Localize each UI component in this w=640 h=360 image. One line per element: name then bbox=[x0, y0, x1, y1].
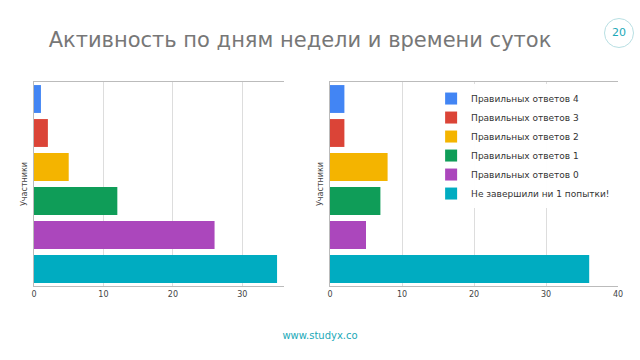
svg-text:20: 20 bbox=[168, 290, 178, 299]
svg-text:10: 10 bbox=[397, 290, 407, 299]
svg-text:Правильных ответов 0: Правильных ответов 0 bbox=[471, 170, 579, 180]
svg-text:Участники: Участники bbox=[20, 162, 29, 206]
svg-text:30: 30 bbox=[237, 290, 247, 299]
svg-text:Правильных ответов 1: Правильных ответов 1 bbox=[471, 151, 579, 161]
svg-text:Не завершили ни 1 попытки!: Не завершили ни 1 попытки! bbox=[471, 189, 609, 199]
html-text:www.studyx.co: www.studyx.co bbox=[282, 330, 358, 341]
html-text:20: 20 bbox=[612, 26, 626, 39]
svg-text:10: 10 bbox=[98, 290, 108, 299]
svg-text:40: 40 bbox=[613, 290, 623, 299]
svg-text:0: 0 bbox=[327, 290, 332, 299]
svg-text:Правильных ответов 4: Правильных ответов 4 bbox=[471, 94, 579, 104]
svg-text:0: 0 bbox=[31, 290, 36, 299]
html-text:Активность по дням недели и вр: Активность по дням недели и времени суто… bbox=[48, 28, 552, 52]
svg-text:30: 30 bbox=[541, 290, 551, 299]
svg-text:Участники: Участники bbox=[316, 162, 325, 206]
svg-text:Правильных ответов 2: Правильных ответов 2 bbox=[471, 132, 579, 142]
svg-text:Правильных ответов 3: Правильных ответов 3 bbox=[471, 113, 579, 123]
svg-text:20: 20 bbox=[469, 290, 479, 299]
